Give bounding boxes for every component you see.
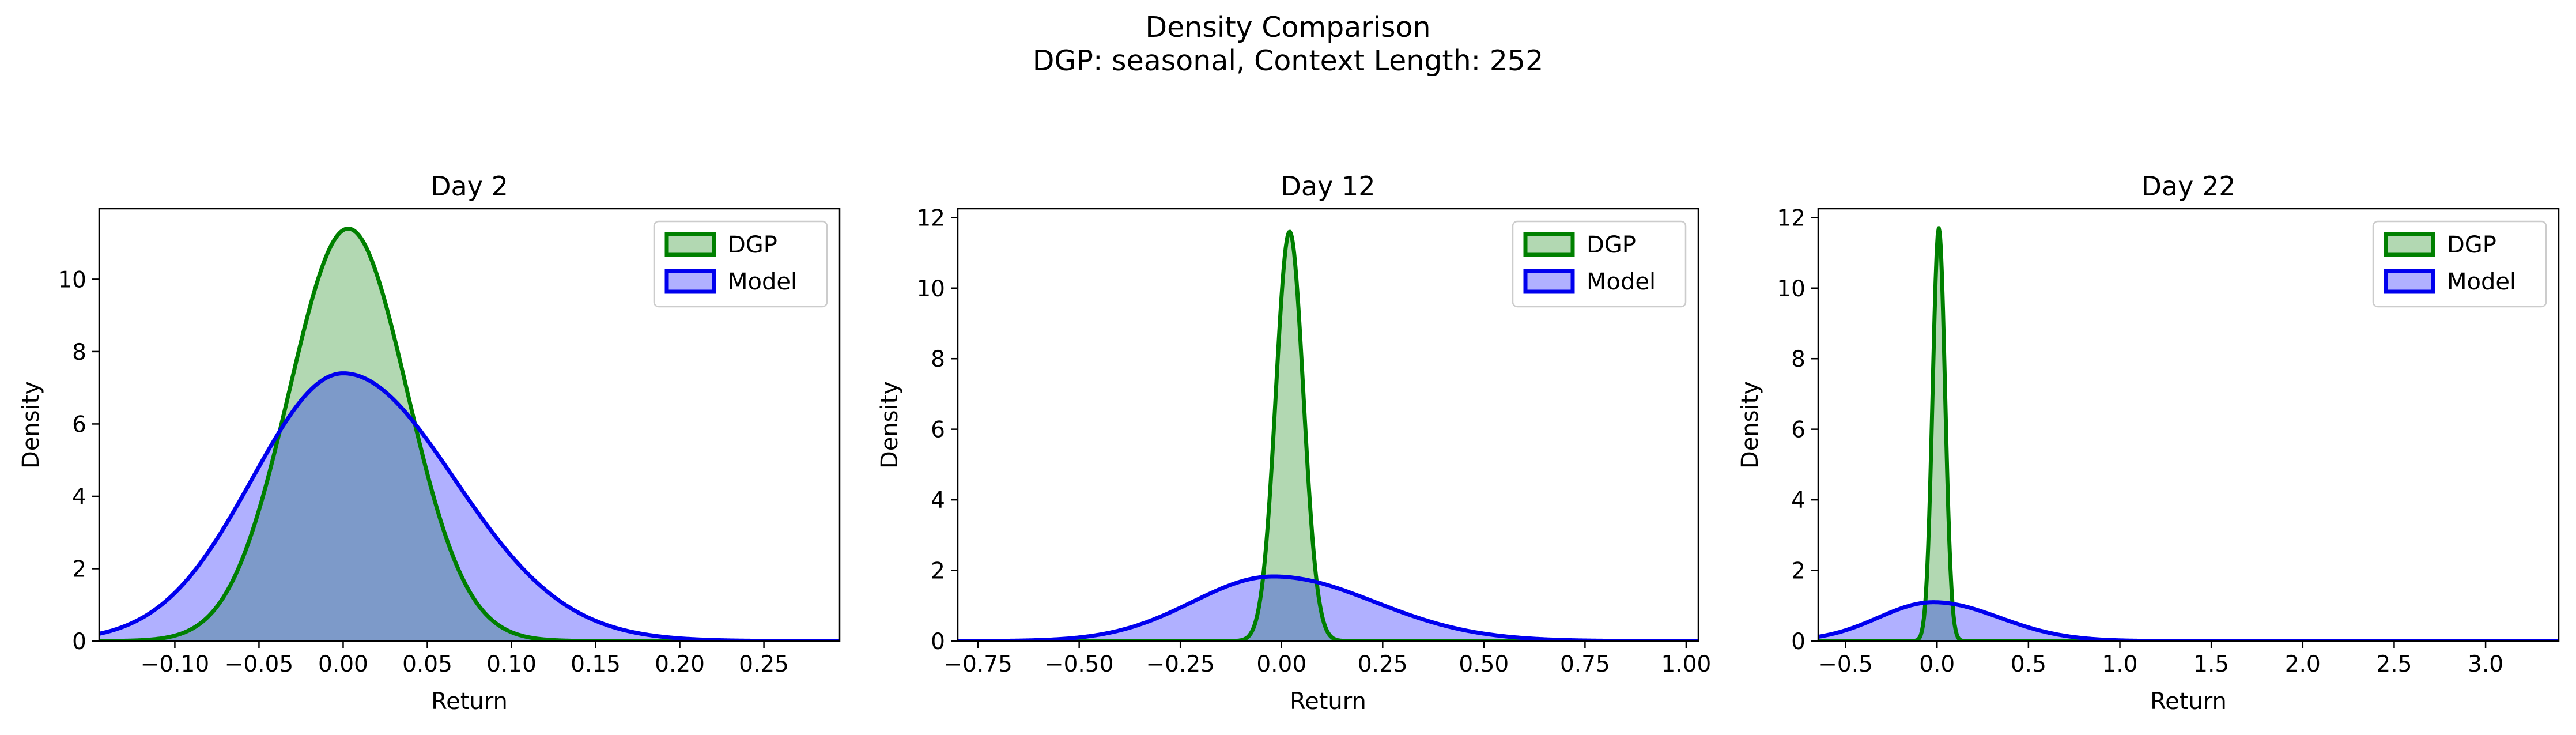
x-tick-label: 3.0 [2468,651,2503,677]
x-tick-label: 0.10 [486,651,537,677]
x-tick-label: 1.0 [2102,651,2138,677]
model-line [99,371,840,641]
legend-swatch-model [2384,269,2435,294]
legend: DGP Model [653,220,828,308]
y-tick-label: 0 [72,629,86,655]
legend: DGP Model [2372,220,2547,308]
y-tick-label: 4 [72,484,86,510]
y-tick-label: 10 [1777,276,1806,302]
x-tick-label: −0.05 [225,651,294,677]
legend-swatch-dgp [664,232,716,257]
subplot-title: Day 12 [1281,171,1376,202]
legend-swatch-dgp [1523,232,1575,257]
y-tick-label: 2 [931,559,945,585]
x-tick-label: 0.20 [655,651,705,677]
legend-swatch-dgp [2384,232,2435,257]
y-tick-label: 8 [931,346,945,372]
y-tick-label: 6 [72,412,86,438]
x-tick-label: −0.10 [141,651,210,677]
x-axis-label: Return [1290,688,1366,715]
y-tick-label: 0 [1791,629,1806,655]
y-tick-label: 4 [1791,488,1806,514]
x-tick-label: 1.00 [1661,651,1712,677]
model-line [958,574,1698,641]
dgp-line [958,229,1698,641]
suptitle-line2: DGP: seasonal, Context Length: 252 [1033,44,1544,77]
suptitle-line1: Density Comparison [1145,11,1430,44]
x-tick-label: 0.15 [571,651,621,677]
axes-frame [957,208,1699,642]
x-tick-label: 0.0 [1919,651,1955,677]
y-tick-label: 12 [1777,205,1806,231]
y-tick-label: 2 [1791,559,1806,585]
overlap-area [99,373,840,641]
y-tick-label: 10 [58,267,86,293]
x-tick-label: 0.50 [1459,651,1509,677]
y-tick-label: 8 [1791,346,1806,372]
y-tick-label: 6 [1791,417,1806,443]
subplot-title: Day 22 [2141,171,2236,202]
y-axis-label: Density [18,381,44,469]
x-tick-label: −0.5 [1818,651,1873,677]
x-tick-label: −0.50 [1045,651,1114,677]
plot-area [958,229,1698,641]
x-tick-label: 0.25 [739,651,789,677]
y-tick-label: 4 [931,488,945,514]
plot-area [99,227,840,641]
x-tick-label: −0.25 [1146,651,1215,677]
x-tick-label: 1.5 [2193,651,2229,677]
y-tick-label: 10 [916,276,945,302]
subplot-title: Day 2 [430,171,508,202]
x-tick-label: −0.75 [943,651,1013,677]
x-axis-label: Return [431,688,508,715]
legend: DGP Model [1512,220,1687,308]
legend-swatch-model [1523,269,1575,294]
y-tick-label: 12 [916,205,945,231]
y-tick-label: 8 [72,340,86,365]
y-axis-label: Density [877,381,903,469]
x-tick-label: 0.00 [318,651,368,677]
legend-label-model: Model [728,269,797,295]
y-tick-label: 0 [931,629,945,655]
x-tick-label: 2.5 [2376,651,2412,677]
subplot-3: −0.5 0.0 0.5 1.0 1.5 2.0 2.5 3.0 0 2 4 6 8 10 12 Return… [1737,171,2560,715]
legend-label-dgp: DGP [2447,232,2496,258]
y-tick-label: 6 [931,417,945,443]
axes-frame [1817,208,2560,642]
model-area [1818,602,2559,641]
subplot-1: −0.10 −0.05 0.00 0.05 0.10 0.15 0.20 0.25 0 2 4 6 8 1… [18,171,841,715]
legend-label-model: Model [2447,269,2516,295]
x-tick-label: 0.25 [1358,651,1408,677]
x-tick-label: 2.0 [2285,651,2321,677]
legend-label-dgp: DGP [1587,232,1636,258]
legend-label-model: Model [1587,269,1656,295]
x-tick-label: 0.05 [402,651,452,677]
legend-swatch-model [664,269,716,294]
x-tick-label: 0.75 [1560,651,1610,677]
x-axis-label: Return [2150,688,2227,715]
x-tick-label: 0.5 [2011,651,2046,677]
x-tick-label: 0.00 [1256,651,1306,677]
dgp-line [1818,226,2559,641]
y-axis-label: Density [1737,381,1763,469]
subplots: −0.10 −0.05 0.00 0.05 0.10 0.15 0.20 0.25024681… [18,171,2560,715]
legend-label-dgp: DGP [728,232,777,258]
axes-frame [98,208,841,642]
y-tick-label: 2 [72,556,86,582]
subplot-2: −0.75 −0.50 −0.25 0.00 0.25 0.50 0.75 1.00 0 2 4 6 8… [877,171,1711,715]
dgp-line [99,227,840,641]
